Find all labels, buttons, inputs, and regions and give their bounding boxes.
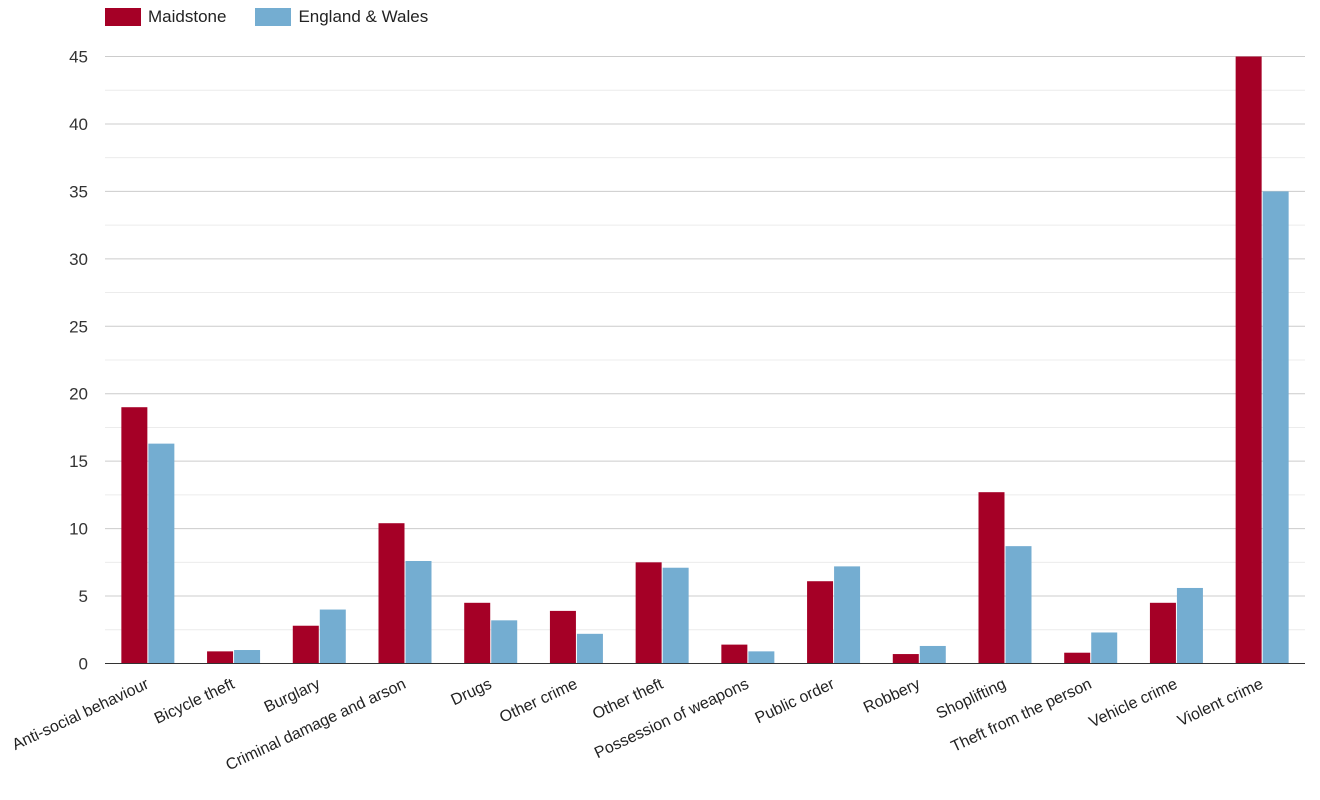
bar-maidstone[interactable] (121, 407, 148, 664)
bar-maidstone[interactable] (807, 581, 834, 664)
bar-maidstone[interactable] (464, 602, 491, 664)
y-tick-label: 10 (69, 520, 88, 539)
x-tick-label: Anti-social behaviour (10, 675, 152, 753)
y-tick-label: 0 (79, 655, 88, 674)
bar-maidstone[interactable] (635, 562, 662, 664)
x-tick-label: Vehicle crime (1087, 676, 1181, 732)
x-tick-label: Drugs (449, 676, 495, 709)
bar-england-wales[interactable] (491, 620, 518, 664)
legend-swatch-england-wales (255, 8, 292, 26)
x-tick-label: Possession of weapons (592, 676, 752, 762)
x-tick-label: Other crime (497, 676, 580, 727)
bar-maidstone[interactable] (721, 644, 748, 664)
bar-england-wales[interactable] (234, 650, 261, 664)
bar-england-wales[interactable] (834, 566, 861, 664)
bar-england-wales[interactable] (1176, 587, 1203, 664)
bar-maidstone[interactable] (549, 610, 576, 664)
x-tick-label: Bicycle theft (152, 675, 238, 727)
bar-maidstone[interactable] (378, 523, 405, 664)
legend-label-maidstone: Maidstone (148, 7, 227, 26)
bar-england-wales[interactable] (405, 560, 432, 664)
y-tick-label: 5 (79, 587, 88, 606)
bar-maidstone[interactable] (292, 625, 319, 664)
y-tick-label: 20 (69, 385, 88, 404)
chart-legend: Maidstone England & Wales (105, 7, 457, 27)
x-tick-label: Other theft (590, 675, 666, 723)
x-tick-label: Theft from the person (949, 676, 1095, 756)
bar-maidstone[interactable] (892, 654, 919, 664)
bar-england-wales[interactable] (748, 651, 775, 664)
y-tick-label: 35 (69, 182, 88, 201)
legend-label-england-wales: England & Wales (298, 7, 429, 26)
x-tick-label: Shoplifting (934, 676, 1009, 723)
bar-england-wales[interactable] (919, 645, 946, 664)
bar-maidstone[interactable] (1064, 652, 1091, 664)
x-tick-label: Burglary (262, 676, 323, 717)
bar-england-wales[interactable] (148, 443, 175, 664)
y-tick-label: 30 (69, 250, 88, 269)
bar-maidstone[interactable] (207, 651, 234, 664)
y-tick-label: 45 (69, 48, 88, 67)
y-tick-label: 15 (69, 452, 88, 471)
bar-maidstone[interactable] (1235, 56, 1262, 664)
bar-england-wales[interactable] (1091, 632, 1118, 664)
bar-maidstone[interactable] (1149, 602, 1176, 664)
legend-item-england-wales[interactable]: England & Wales (255, 7, 428, 27)
legend-swatch-maidstone (105, 8, 141, 26)
bar-england-wales[interactable] (1005, 546, 1032, 664)
y-tick-label: 40 (69, 115, 88, 134)
x-tick-label: Robbery (861, 676, 923, 717)
bar-maidstone[interactable] (978, 492, 1005, 664)
bar-england-wales[interactable] (576, 633, 603, 664)
y-tick-label: 25 (69, 317, 88, 336)
x-tick-label: Violent crime (1175, 676, 1266, 730)
bar-england-wales[interactable] (662, 567, 689, 664)
legend-item-maidstone[interactable]: Maidstone (105, 7, 226, 27)
x-tick-label: Public order (753, 675, 838, 727)
bar-england-wales[interactable] (1262, 191, 1289, 664)
bar-england-wales[interactable] (319, 609, 346, 664)
